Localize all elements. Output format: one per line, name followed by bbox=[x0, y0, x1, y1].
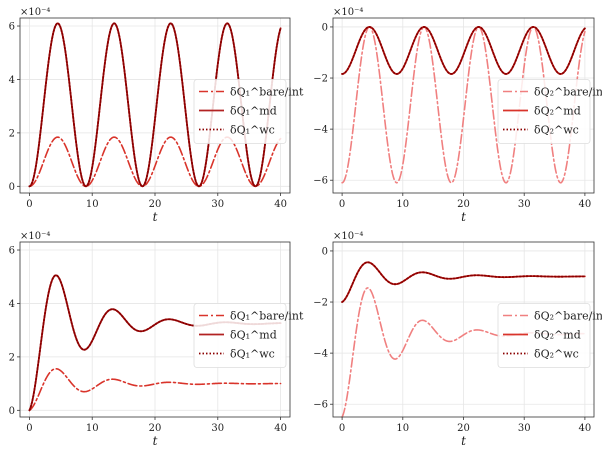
series-line-dotted bbox=[341, 26, 586, 75]
legend-box bbox=[497, 303, 591, 368]
series-line-dotted bbox=[341, 261, 586, 303]
y-tick-label: 0 bbox=[322, 246, 328, 257]
x-tick-label: 30 bbox=[518, 423, 531, 434]
legend-box bbox=[497, 79, 591, 144]
panel-bottom-left: 0 10 20 30 400246×10⁻⁴tδQ₁^bare/intδQ₁^mdδQ₁… bbox=[9, 231, 304, 448]
x-tick-label: 40 bbox=[274, 423, 287, 434]
y-tick-label: 0 bbox=[9, 406, 15, 417]
x-tick-label: 10 bbox=[396, 423, 409, 434]
y-tick-label: −4 bbox=[313, 349, 328, 360]
legend-label: δQ₁^bare/int bbox=[230, 310, 304, 323]
y-tick-label: −2 bbox=[313, 74, 328, 85]
x-tick-label: 40 bbox=[274, 199, 287, 210]
y-tick-label: 2 bbox=[9, 128, 15, 139]
legend-box bbox=[193, 303, 287, 368]
x-tick-label: 0 bbox=[26, 423, 32, 434]
y-tick-label: −6 bbox=[313, 176, 328, 187]
x-tick-label: 30 bbox=[211, 423, 224, 434]
x-tick-label: 0 bbox=[339, 199, 345, 210]
y-tick-label: 6 bbox=[9, 246, 15, 257]
x-axis-label: t bbox=[461, 210, 466, 224]
y-tick-label: −4 bbox=[313, 125, 328, 136]
legend-box bbox=[193, 79, 287, 144]
x-tick-label: 40 bbox=[579, 423, 592, 434]
x-tick-label: 20 bbox=[149, 199, 162, 210]
x-tick-label: 30 bbox=[518, 199, 531, 210]
x-tick-label: 10 bbox=[396, 199, 409, 210]
x-axis-label: t bbox=[153, 434, 158, 448]
y-offset-label: ×10⁻⁴ bbox=[333, 7, 363, 18]
y-tick-label: 2 bbox=[9, 352, 15, 363]
y-offset-label: ×10⁻⁴ bbox=[20, 7, 50, 18]
legend: δQ₁^bare/int δQ₁^md δQ₁^wc bbox=[193, 303, 304, 368]
panel-top-left: 0 10 20 30 400246×10⁻⁴tδQ₁^bare/intδQ₁^mdδQ₁… bbox=[9, 7, 304, 224]
series-line-dashdot bbox=[28, 136, 282, 188]
legend-label: δQ₂^bare/int bbox=[534, 86, 602, 99]
x-tick-label: 0 bbox=[339, 423, 345, 434]
y-offset-label: ×10⁻⁴ bbox=[20, 231, 50, 242]
legend: δQ₂^bare/int δQ₂^md δQ₂^wc bbox=[497, 79, 602, 144]
y-tick-label: 4 bbox=[9, 299, 15, 310]
legend-label: δQ₁^wc bbox=[230, 348, 275, 361]
legend: δQ₁^bare/int δQ₁^md δQ₁^wc bbox=[193, 79, 304, 144]
legend: δQ₂^bare/int δQ₂^md δQ₂^wc bbox=[497, 303, 602, 368]
panel-top-right: 0 10 20 30 40 0 −2 −4 −6 ×10⁻⁴ t δQ₂^bare/int δQ₂^md… bbox=[313, 7, 602, 224]
panel-bottom-right: 0 10 20 30 40 0 −2 −4 −6 ×10⁻⁴ t δQ₂^bare/int δQ₂^md… bbox=[313, 231, 602, 448]
x-axis-label: t bbox=[461, 434, 466, 448]
legend-label: δQ₂^md bbox=[534, 329, 581, 342]
y-tick-label: −2 bbox=[313, 298, 328, 309]
x-tick-label: 20 bbox=[149, 423, 162, 434]
x-tick-label: 20 bbox=[457, 199, 470, 210]
legend-label: δQ₂^wc bbox=[534, 348, 579, 361]
x-axis-label: t bbox=[153, 210, 158, 224]
x-tick-label: 0 bbox=[26, 199, 32, 210]
x-tick-label: 40 bbox=[579, 199, 592, 210]
legend-label: δQ₁^md bbox=[230, 105, 277, 118]
y-tick-label: 4 bbox=[9, 75, 15, 86]
legend-label: δQ₂^md bbox=[534, 105, 581, 118]
x-tick-label: 10 bbox=[86, 423, 99, 434]
x-tick-label: 30 bbox=[211, 199, 224, 210]
x-tick-label: 10 bbox=[86, 199, 99, 210]
y-tick-label: 6 bbox=[9, 22, 15, 33]
legend-label: δQ₂^bare/int bbox=[534, 310, 602, 323]
y-offset-label: ×10⁻⁴ bbox=[333, 231, 363, 242]
legend-label: δQ₁^wc bbox=[230, 124, 275, 137]
y-tick-label: 0 bbox=[322, 22, 328, 33]
legend-label: δQ₂^wc bbox=[534, 124, 579, 137]
legend-label: δQ₁^bare/int bbox=[230, 86, 304, 99]
legend-label: δQ₁^md bbox=[230, 329, 277, 342]
y-tick-label: 0 bbox=[9, 182, 15, 193]
y-tick-label: −6 bbox=[313, 400, 328, 411]
series-line-dashdot bbox=[28, 367, 282, 412]
x-tick-label: 20 bbox=[457, 423, 470, 434]
